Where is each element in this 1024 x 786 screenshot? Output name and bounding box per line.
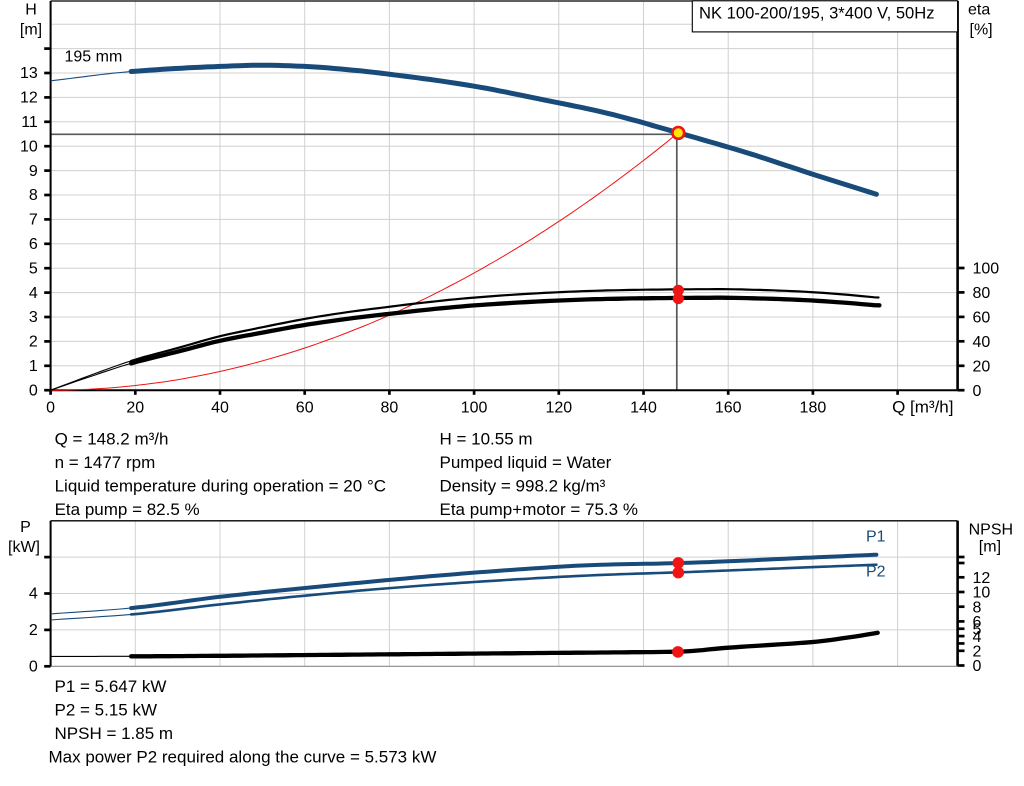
svg-text:12: 12 (20, 90, 38, 107)
svg-text:60: 60 (296, 400, 314, 417)
svg-text:5: 5 (29, 260, 38, 277)
svg-text:2: 2 (973, 644, 982, 661)
svg-text:6: 6 (29, 236, 38, 253)
svg-text:NPSH: NPSH (969, 521, 1013, 538)
svg-text:0: 0 (29, 382, 38, 399)
svg-text:80: 80 (973, 285, 991, 302)
svg-text:Eta pump = 82.5 %: Eta pump = 82.5 % (55, 500, 200, 519)
svg-text:2: 2 (29, 334, 38, 351)
svg-text:9: 9 (29, 163, 38, 180)
svg-text:60: 60 (973, 310, 991, 327)
svg-text:[m]: [m] (979, 539, 1001, 556)
svg-text:H: H (25, 2, 37, 19)
svg-text:80: 80 (381, 400, 399, 417)
svg-text:40: 40 (211, 400, 229, 417)
svg-text:Max power P2 required along th: Max power P2 required along the curve = … (49, 748, 437, 767)
svg-text:10: 10 (973, 585, 991, 602)
svg-text:4: 4 (29, 285, 38, 302)
svg-text:0: 0 (973, 383, 982, 400)
svg-text:180: 180 (800, 400, 827, 417)
svg-text:100: 100 (461, 400, 488, 417)
svg-text:1: 1 (29, 358, 38, 375)
svg-text:Density = 998.2 kg/m³: Density = 998.2 kg/m³ (440, 477, 606, 496)
svg-text:12: 12 (973, 570, 991, 587)
svg-text:Q = 148.2 m³/h: Q = 148.2 m³/h (55, 430, 169, 449)
svg-text:120: 120 (545, 400, 572, 417)
svg-text:13: 13 (20, 65, 38, 82)
svg-text:40: 40 (973, 334, 991, 351)
svg-text:NK 100-200/195, 3*400 V, 50Hz: NK 100-200/195, 3*400 V, 50Hz (699, 4, 935, 23)
svg-text:NPSH = 1.85 m: NPSH = 1.85 m (55, 724, 174, 743)
svg-text:7: 7 (29, 212, 38, 229)
svg-text:H = 10.55 m: H = 10.55 m (440, 430, 533, 449)
svg-text:6: 6 (973, 614, 982, 631)
svg-text:eta: eta (968, 2, 990, 19)
svg-text:20: 20 (973, 358, 991, 375)
svg-text:140: 140 (630, 400, 657, 417)
svg-text:P2 = 5.15 kW: P2 = 5.15 kW (55, 701, 158, 720)
svg-text:P1: P1 (866, 529, 886, 546)
svg-text:195 mm: 195 mm (65, 49, 123, 66)
svg-text:2: 2 (29, 622, 38, 639)
svg-text:100: 100 (973, 261, 1000, 278)
svg-text:Eta pump+motor = 75.3 %: Eta pump+motor = 75.3 % (440, 500, 638, 519)
svg-text:P: P (20, 519, 31, 536)
svg-text:11: 11 (21, 114, 38, 131)
svg-text:160: 160 (715, 400, 742, 417)
svg-text:5: 5 (973, 621, 982, 638)
svg-text:P2: P2 (866, 563, 886, 580)
svg-text:n = 1477 rpm: n = 1477 rpm (55, 453, 156, 472)
svg-text:[%]: [%] (970, 22, 993, 39)
svg-text:10: 10 (20, 138, 38, 155)
svg-text:4: 4 (29, 586, 38, 603)
svg-text:Q [m³/h]: Q [m³/h] (892, 398, 953, 417)
svg-text:Liquid temperature during oper: Liquid temperature during operation = 20… (55, 477, 386, 496)
svg-text:0: 0 (973, 658, 982, 675)
svg-text:Pumped liquid = Water: Pumped liquid = Water (440, 453, 612, 472)
svg-text:0: 0 (46, 400, 55, 417)
svg-text:[m]: [m] (20, 22, 42, 39)
svg-text:[kW]: [kW] (8, 539, 40, 556)
svg-text:0: 0 (29, 659, 38, 676)
svg-text:20: 20 (126, 400, 144, 417)
svg-text:8: 8 (29, 187, 38, 204)
svg-text:3: 3 (29, 309, 38, 326)
svg-text:P1 = 5.647 kW: P1 = 5.647 kW (55, 677, 167, 696)
svg-text:4: 4 (973, 629, 982, 646)
svg-text:8: 8 (973, 599, 982, 616)
